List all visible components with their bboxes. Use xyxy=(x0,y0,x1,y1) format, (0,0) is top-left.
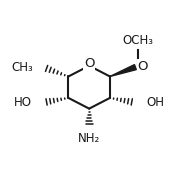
Text: OCH₃: OCH₃ xyxy=(122,34,153,47)
Text: O: O xyxy=(84,57,94,70)
Text: NH₂: NH₂ xyxy=(78,132,100,145)
Text: O: O xyxy=(138,60,148,73)
Polygon shape xyxy=(110,65,136,77)
Text: HO: HO xyxy=(14,96,32,109)
Text: OH: OH xyxy=(146,96,164,109)
Text: CH₃: CH₃ xyxy=(12,61,34,74)
